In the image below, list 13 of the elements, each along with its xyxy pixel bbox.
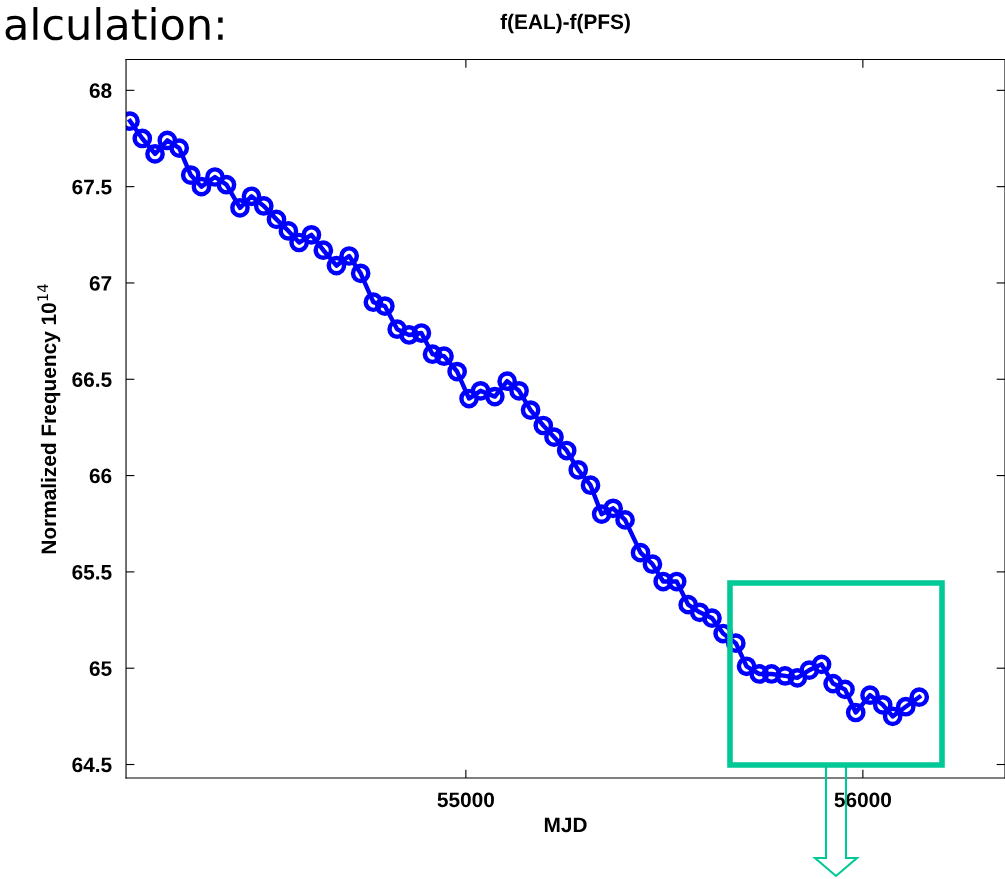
y-tick-label: 65.5 [72,564,112,580]
y-tick-label: 67 [89,275,112,291]
y-axis-title: Normalized Frequency 10$^{14}$ [37,284,61,554]
y-tick-label: 68 [89,83,112,99]
y-tick-label: 66.5 [72,372,112,388]
x-tick-label: 55000 [437,792,494,808]
y-tick-label: 65 [89,661,112,676]
y-tick-label: 67.5 [72,179,112,195]
y-tick-label: 66 [89,468,112,484]
text: alculation: [5,7,223,41]
y-tick-label: 64.5 [72,757,112,773]
x-axis-title: MJD [544,817,587,833]
chart-title: f(EAL)-f(PFS) [500,13,630,34]
